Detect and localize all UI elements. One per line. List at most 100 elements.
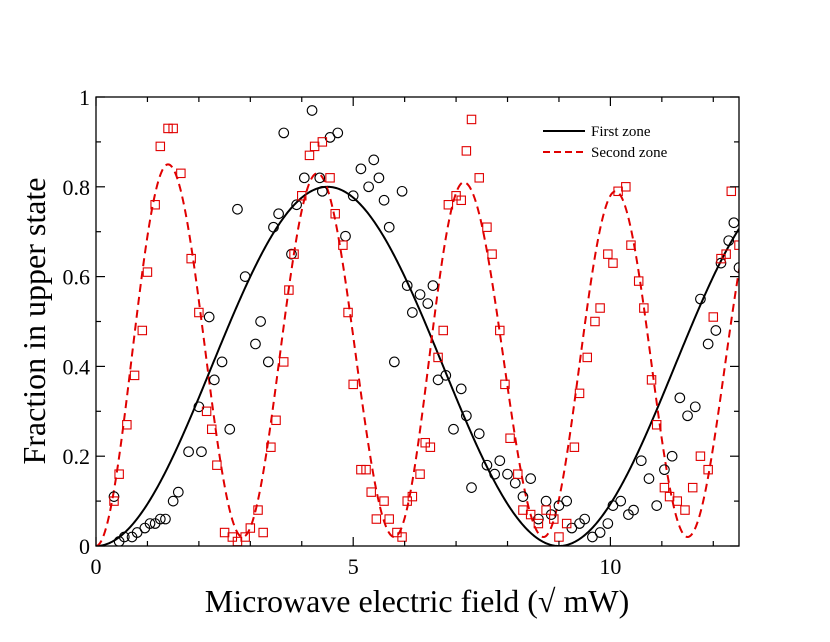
y-tick-label: 1	[79, 85, 90, 110]
data-point-first-zone	[340, 230, 351, 242]
data-point-first-zone	[144, 518, 156, 529]
data-point-first-zone	[738, 212, 739, 216]
data-point-first-zone	[273, 208, 284, 220]
data-point-second-zone	[603, 249, 613, 259]
data-point-second-zone	[279, 357, 289, 367]
data-point-first-zone	[643, 473, 655, 485]
y-tick-label: 0.2	[63, 444, 91, 469]
data-point-second-zone	[482, 222, 492, 232]
data-point-second-zone	[325, 173, 335, 183]
data-point-second-zone	[343, 307, 353, 318]
data-point-first-zone	[239, 271, 251, 282]
data-point-first-zone	[733, 262, 739, 273]
data-point-first-zone	[628, 504, 639, 516]
data-point-first-zone	[481, 459, 493, 471]
data-point-first-zone	[422, 298, 434, 309]
data-point-second-zone	[695, 451, 706, 461]
data-point-first-zone	[216, 356, 228, 368]
data-point-second-zone	[348, 379, 358, 390]
data-point-second-zone	[659, 482, 670, 493]
data-point-first-zone	[517, 491, 529, 502]
data-point-second-zone	[608, 258, 618, 268]
data-point-first-zone	[208, 374, 220, 386]
data-point-first-zone	[579, 513, 591, 525]
data-point-first-zone	[347, 190, 359, 202]
data-point-second-zone	[505, 433, 515, 443]
data-point-second-zone	[201, 406, 212, 417]
data-point-first-zone	[160, 513, 171, 525]
x-tick-label: 0	[91, 554, 102, 579]
data-point-second-zone	[672, 496, 683, 506]
data-point-second-zone	[646, 375, 657, 385]
data-point-first-zone	[172, 486, 184, 498]
x-tick-label: 10	[599, 554, 621, 579]
data-point-first-zone	[502, 468, 513, 480]
data-point-first-zone	[540, 495, 552, 507]
data-point-second-zone	[687, 482, 698, 493]
data-point-second-zone	[361, 464, 371, 475]
data-point-first-zone	[455, 383, 467, 395]
data-point-first-zone	[278, 127, 290, 139]
fit-curve-second-zone	[96, 163, 739, 546]
y-axis-label: Fraction in upper state	[16, 177, 52, 464]
data-point-first-zone	[723, 235, 735, 247]
data-point-first-zone	[427, 280, 439, 291]
axis-ticks: 0 5 10 0 0.2 0.4 0.6 0.8 1	[63, 85, 739, 579]
data-point-first-zone	[461, 410, 472, 422]
data-point-second-zone	[708, 312, 719, 322]
data-point-second-zone	[356, 464, 366, 475]
data-point-second-zone	[651, 420, 662, 430]
data-point-second-zone	[513, 469, 523, 479]
y-tick-label: 0.8	[63, 175, 91, 200]
data-point-second-zone	[137, 325, 148, 336]
data-point-first-zone	[728, 217, 739, 229]
data-point-second-zone	[474, 173, 484, 183]
data-point-first-zone	[306, 105, 318, 116]
data-point-first-zone	[378, 194, 390, 206]
data-point-first-zone	[448, 423, 459, 435]
data-point-second-zone	[443, 200, 454, 210]
data-point-second-zone	[595, 303, 605, 313]
data-point-first-zone	[255, 316, 266, 327]
data-point-second-zone	[289, 249, 299, 259]
data-point-second-zone	[397, 532, 407, 542]
data-point-first-zone	[414, 289, 426, 300]
data-point-first-zone	[602, 518, 614, 529]
data-point-second-zone	[626, 240, 636, 250]
data-point-first-zone	[154, 513, 166, 525]
data-point-first-zone	[689, 401, 701, 413]
x-tick-label: 5	[348, 554, 359, 579]
data-point-second-zone	[639, 303, 649, 313]
y-tick-label: 0.4	[63, 354, 91, 379]
data-point-first-zone	[651, 500, 663, 511]
data-point-second-zone	[407, 491, 418, 502]
data-point-first-zone	[674, 392, 686, 404]
fit-curve-first-zone	[96, 185, 739, 546]
data-point-first-zone	[368, 154, 380, 166]
data-point-second-zone	[338, 240, 348, 250]
fit-curves	[96, 163, 739, 546]
data-point-first-zone	[183, 446, 194, 458]
data-point-first-zone	[118, 531, 130, 543]
data-point-first-zone	[666, 450, 678, 462]
data-point-first-zone	[203, 311, 215, 323]
data-point-first-zone	[553, 500, 565, 511]
data-point-first-zone	[286, 248, 297, 260]
data-point-second-zone	[569, 442, 580, 452]
data-point-first-zone	[710, 325, 722, 336]
data-point-second-zone	[129, 370, 140, 381]
data-point-second-zone	[366, 487, 376, 497]
data-point-first-zone	[108, 491, 120, 502]
data-point-second-zone	[122, 420, 132, 430]
data-point-first-zone	[466, 482, 477, 493]
data-point-second-zone	[317, 137, 328, 147]
y-tick-label: 0.6	[63, 265, 91, 290]
y-tick-label: 0	[79, 534, 90, 559]
data-point-second-zone	[271, 415, 281, 426]
legend-label-second-zone: Second zone	[591, 145, 668, 161]
data-point-first-zone	[494, 455, 506, 467]
data-point-second-zone	[163, 123, 173, 134]
data-point-first-zone	[389, 356, 400, 368]
data-point-second-zone	[266, 442, 276, 452]
data-point-second-zone	[168, 123, 178, 134]
